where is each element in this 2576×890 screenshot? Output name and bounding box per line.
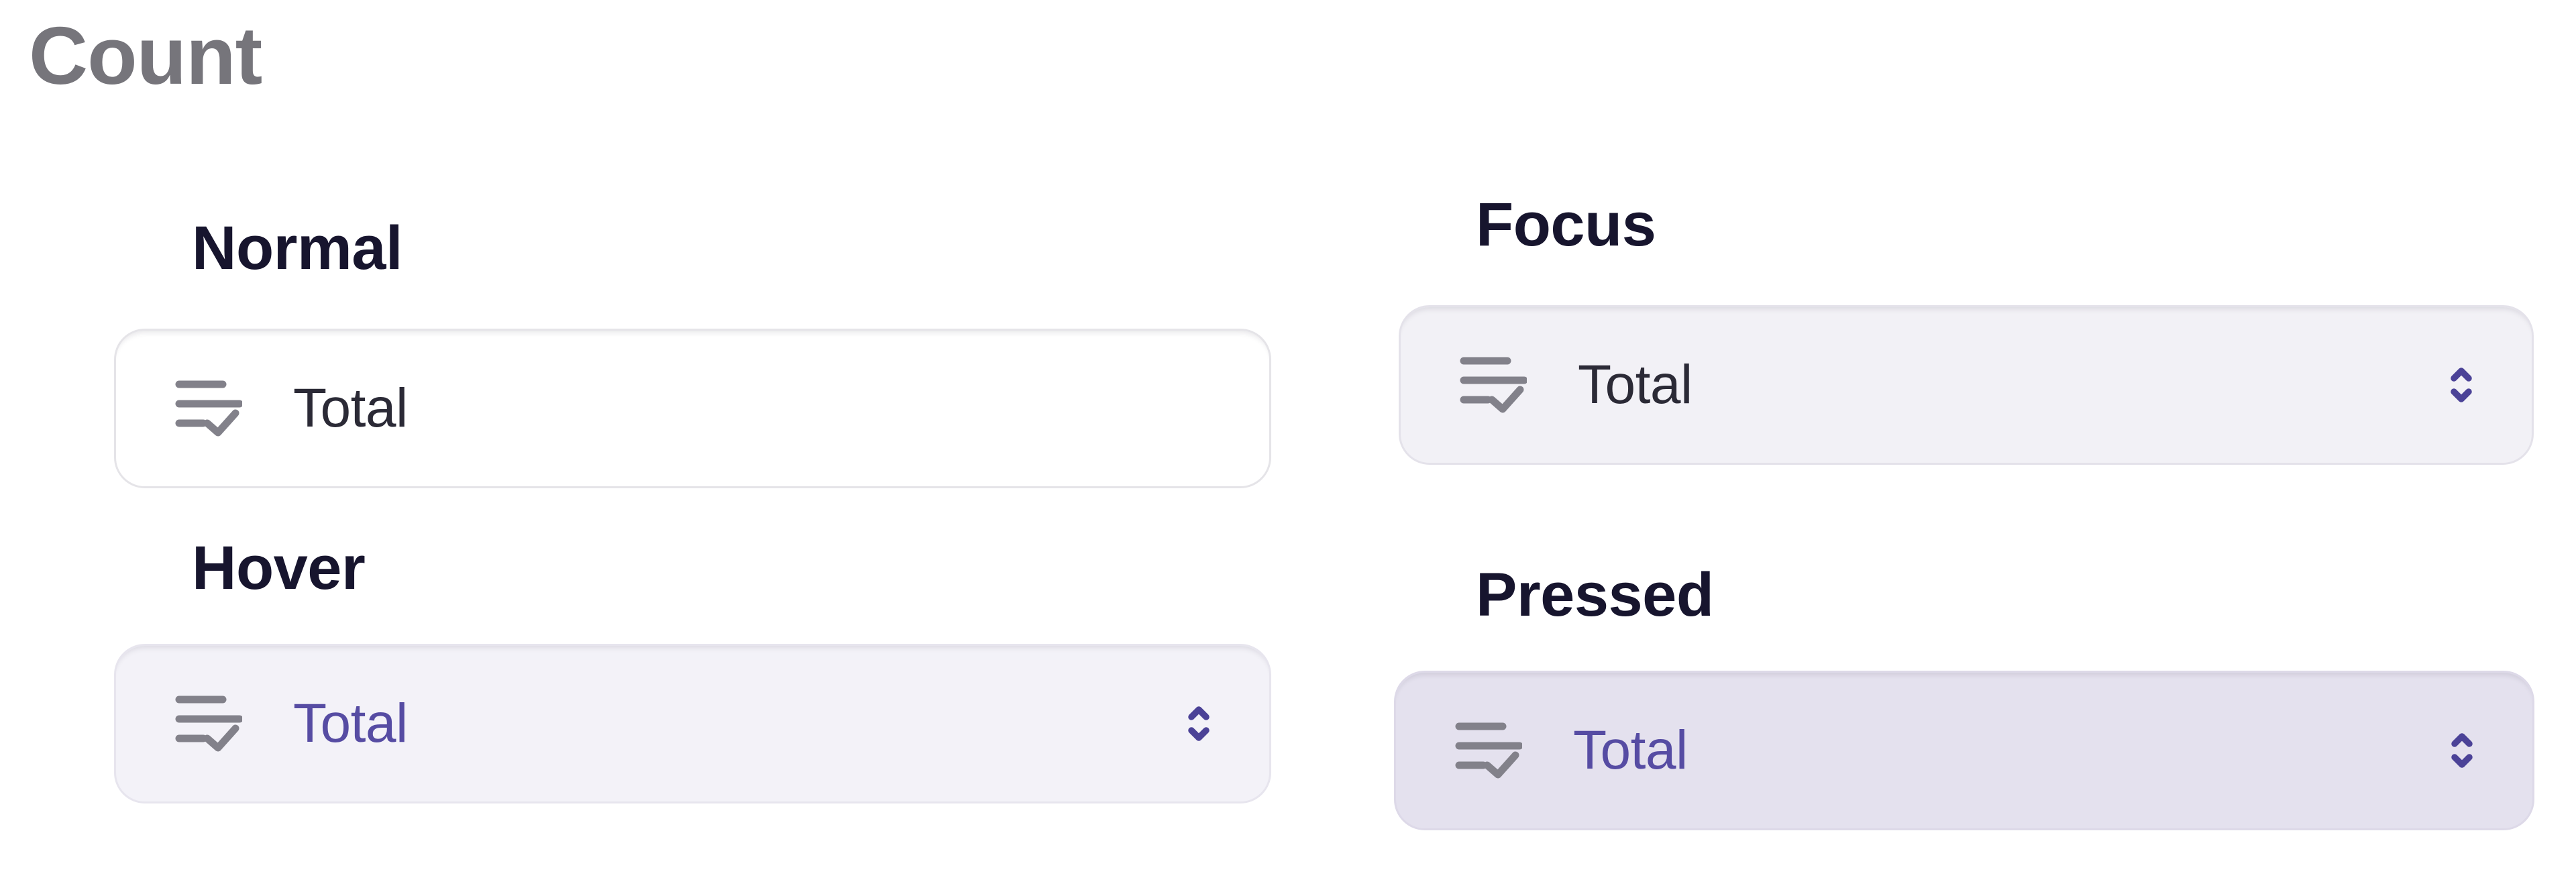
list-check-icon [175,696,242,753]
state-label-normal: Normal [192,214,402,282]
list-check-icon [1455,722,1522,779]
count-metric-select-pressed[interactable]: Total [1394,671,2534,830]
state-label-hover: Hover [192,534,366,602]
select-value: Total [1578,354,1693,415]
list-check-icon [1460,357,1527,414]
select-value: Total [293,378,408,439]
count-metric-select-normal[interactable]: Total [114,329,1271,488]
select-value: Total [293,693,408,754]
state-label-focus: Focus [1476,190,1656,259]
select-value: Total [1573,720,1688,781]
list-check-icon [175,380,242,437]
page-title: Count [29,10,262,101]
state-label-pressed: Pressed [1476,561,1714,629]
chevron-up-down-icon [1187,706,1210,742]
chevron-up-down-icon [2451,732,2473,769]
chevron-up-down-icon [2450,367,2473,403]
count-metric-select-hover[interactable]: Total [114,644,1271,803]
count-metric-select-focus[interactable]: Total [1399,305,2534,465]
